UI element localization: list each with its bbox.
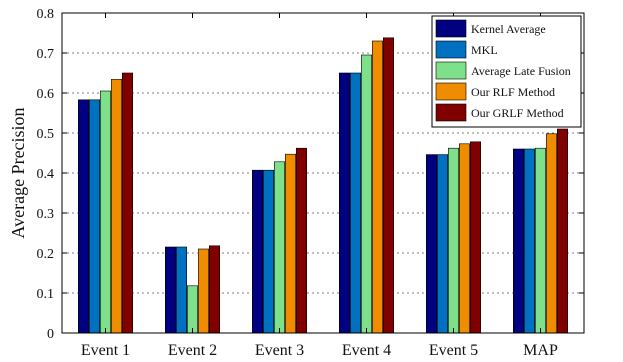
bar — [198, 248, 210, 334]
legend-label: Kernel Average — [471, 22, 546, 36]
x-tick-label: Event 5 — [429, 342, 478, 359]
bar — [425, 154, 437, 334]
y-tick-label: 0.7 — [37, 47, 55, 62]
bar — [436, 154, 448, 334]
legend-swatch — [435, 61, 467, 80]
legend-swatch — [435, 103, 467, 122]
y-tick-label: 0.3 — [37, 207, 55, 222]
bar — [545, 133, 557, 334]
bar — [349, 72, 361, 334]
x-tick-label: MAP — [523, 342, 558, 359]
legend-label: Average Late Fusion — [471, 64, 571, 78]
bar — [534, 147, 546, 334]
bars — [78, 37, 568, 334]
bar — [447, 147, 459, 334]
legend-swatch — [435, 82, 467, 101]
x-tick-label: Event 3 — [255, 342, 304, 359]
y-tick-label: 0.8 — [37, 7, 55, 22]
bar — [295, 147, 307, 334]
bar — [360, 54, 372, 334]
bar — [273, 161, 285, 334]
y-tick-label: 0.5 — [37, 127, 55, 142]
bar — [111, 79, 123, 334]
legend-swatch — [435, 40, 467, 59]
bar — [165, 246, 177, 334]
bar — [512, 148, 524, 334]
x-tick-label: Event 2 — [168, 342, 217, 359]
bar — [262, 169, 274, 334]
bar — [209, 245, 221, 334]
y-tick-label: 0.6 — [37, 87, 55, 102]
bar — [556, 128, 568, 334]
y-tick-label: 0.1 — [37, 287, 55, 302]
legend-label: MKL — [471, 43, 498, 57]
bar — [284, 153, 296, 334]
bar — [122, 72, 134, 334]
legend-label: Our RLF Method — [471, 85, 555, 99]
x-tick-label: Event 4 — [342, 342, 391, 359]
bar — [382, 37, 394, 334]
legend-label: Our GRLF Method — [471, 106, 564, 120]
bar — [371, 40, 383, 334]
bar — [252, 169, 264, 334]
x-tick-label: Event 1 — [81, 342, 130, 359]
bar — [78, 99, 90, 334]
bar — [469, 141, 481, 334]
bar — [187, 285, 199, 334]
gridlines — [62, 52, 584, 294]
bar — [176, 246, 188, 334]
y-tick-label: 0 — [47, 327, 54, 342]
bar — [100, 90, 112, 334]
y-axis: 0 0.1 0.2 0.3 0.4 0.5 0.6 0.7 0.8 — [37, 7, 584, 342]
y-axis-label: Average Precision — [8, 107, 28, 238]
legend-swatch — [435, 19, 467, 38]
bar — [338, 72, 350, 334]
y-tick-label: 0.4 — [37, 167, 55, 182]
bar — [458, 143, 470, 334]
x-axis: Event 1 Event 2 Event 3 Event 4 Event 5 MAP — [81, 13, 558, 359]
legend: Kernel Average MKL Average Late Fusion Our … — [431, 15, 582, 128]
bar — [523, 148, 535, 334]
y-tick-label: 0.2 — [37, 247, 55, 262]
bar — [89, 99, 101, 334]
